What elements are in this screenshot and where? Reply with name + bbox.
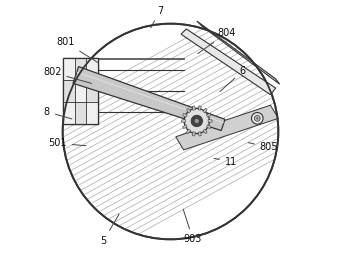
- Bar: [86, 102, 98, 124]
- Circle shape: [252, 113, 263, 124]
- Text: 802: 802: [43, 67, 91, 83]
- Circle shape: [184, 108, 209, 134]
- Text: 11: 11: [214, 157, 237, 167]
- Text: 903: 903: [183, 209, 202, 244]
- Circle shape: [194, 118, 199, 124]
- Polygon shape: [181, 29, 276, 95]
- Circle shape: [256, 117, 258, 119]
- Text: 7: 7: [151, 6, 163, 28]
- Text: 804: 804: [198, 28, 236, 54]
- Polygon shape: [192, 132, 196, 136]
- Polygon shape: [206, 125, 211, 129]
- Polygon shape: [206, 113, 211, 117]
- Polygon shape: [203, 129, 207, 134]
- Text: 5: 5: [100, 214, 119, 246]
- Bar: [63, 58, 75, 80]
- Bar: [63, 102, 75, 124]
- Bar: [63, 80, 75, 102]
- Polygon shape: [182, 125, 187, 129]
- Circle shape: [254, 115, 260, 121]
- Text: 501: 501: [48, 138, 86, 148]
- Bar: [63, 58, 98, 124]
- Polygon shape: [176, 105, 278, 150]
- Polygon shape: [198, 106, 201, 110]
- Polygon shape: [187, 108, 191, 113]
- Polygon shape: [98, 58, 184, 59]
- Polygon shape: [181, 120, 186, 122]
- Polygon shape: [192, 106, 196, 110]
- Polygon shape: [198, 132, 201, 136]
- Circle shape: [191, 115, 203, 127]
- Text: 801: 801: [56, 37, 99, 63]
- Text: 805: 805: [248, 142, 278, 152]
- Text: 8: 8: [44, 107, 72, 119]
- Bar: [86, 80, 98, 102]
- Circle shape: [63, 24, 278, 239]
- Polygon shape: [197, 21, 280, 84]
- Bar: [75, 102, 86, 124]
- Bar: [86, 58, 98, 80]
- Bar: [63, 58, 98, 124]
- Bar: [75, 58, 86, 80]
- Polygon shape: [203, 108, 207, 113]
- Bar: [75, 80, 86, 102]
- Polygon shape: [182, 113, 187, 117]
- Polygon shape: [73, 67, 225, 130]
- Polygon shape: [208, 120, 212, 122]
- Polygon shape: [187, 129, 191, 134]
- Text: 6: 6: [220, 66, 246, 92]
